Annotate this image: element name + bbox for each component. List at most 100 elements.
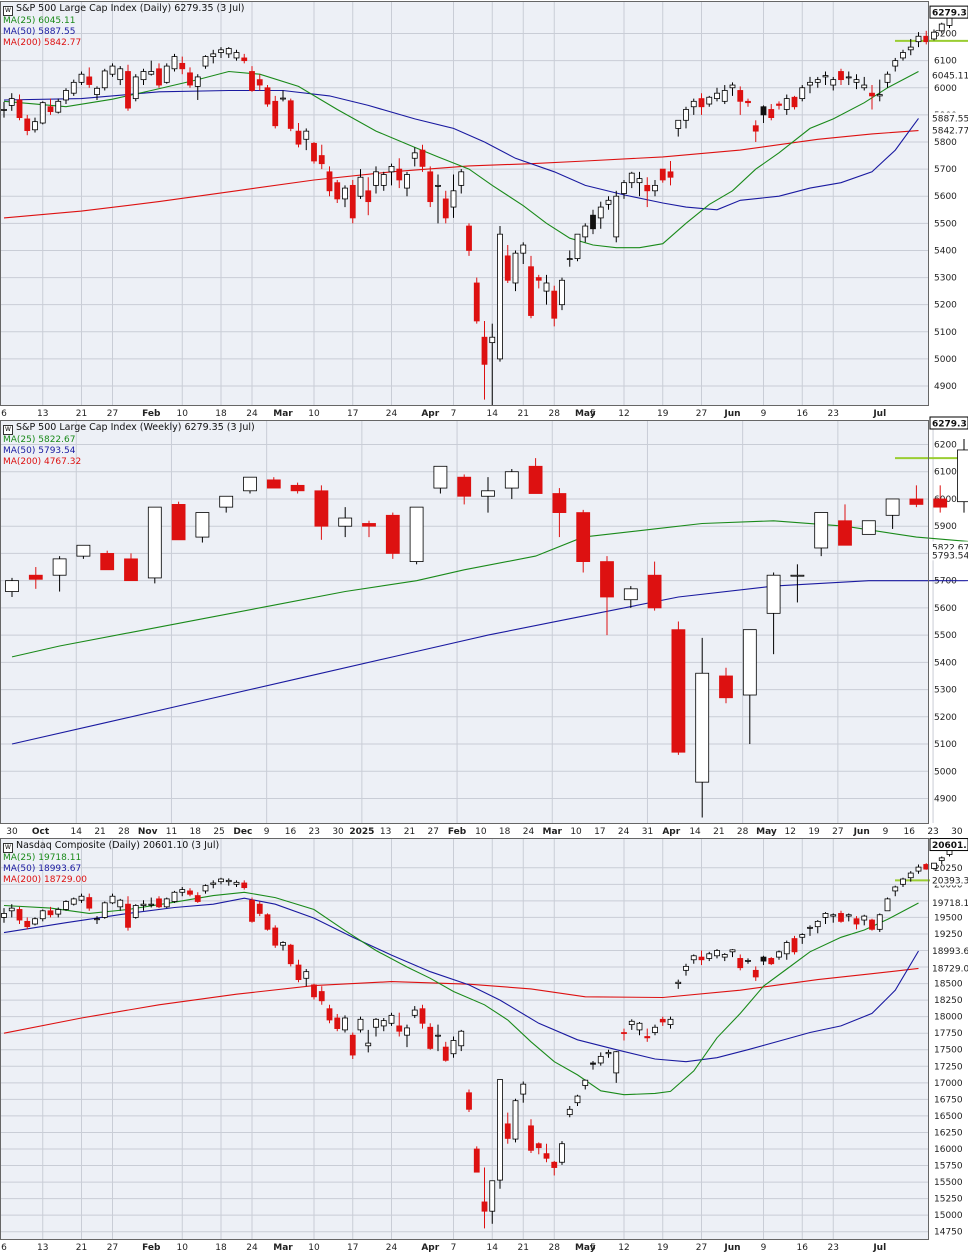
candle-body (109, 65, 116, 75)
x-tick-label: 23 (927, 827, 938, 837)
candle (202, 884, 209, 894)
candle-body (559, 279, 565, 306)
candle-body (140, 903, 147, 906)
candle (559, 277, 565, 311)
candle (256, 901, 263, 917)
candle-body (124, 558, 138, 582)
candle (179, 886, 186, 897)
candle-body (830, 914, 837, 917)
candle-body (241, 882, 248, 889)
y-tick-label: 17000 (934, 1079, 963, 1089)
candle-body (760, 106, 767, 116)
candle (349, 179, 356, 224)
candle-body (318, 991, 325, 1002)
y-tick-label: 5100 (934, 328, 957, 338)
candle-body (714, 950, 720, 957)
y-tick-label: 15250 (934, 1195, 963, 1205)
candle-body (647, 574, 662, 609)
candle-body (225, 879, 232, 883)
candle-body (582, 225, 589, 238)
candle-body (721, 954, 728, 958)
candle (892, 57, 899, 72)
ma25-line (3, 891, 919, 1096)
candle (411, 147, 418, 167)
candle-body (838, 520, 852, 546)
candle-body (551, 290, 558, 319)
candle (814, 920, 821, 934)
y-tick-label: 5000 (934, 767, 957, 777)
candle-body (683, 109, 689, 121)
candle-body (590, 214, 596, 230)
candle (621, 179, 627, 199)
candle (768, 957, 775, 966)
candle-body (938, 857, 945, 861)
candle-body (783, 98, 790, 110)
y-tick-label: 6200 (934, 30, 957, 40)
x-tick-label: 9 (264, 827, 270, 837)
y-tick-label: 5100 (934, 740, 957, 750)
x-tick-label: Apr (662, 827, 680, 837)
candle (380, 1017, 387, 1032)
y-tick-label: 17250 (934, 1062, 963, 1072)
candle (266, 477, 281, 489)
y-tick-label: 5400 (934, 658, 957, 668)
candle (644, 177, 651, 208)
candle (101, 901, 108, 919)
x-axis-band (0, 824, 968, 836)
candle (652, 1024, 658, 1036)
x-tick-label: 23 (309, 827, 320, 837)
candle (233, 880, 240, 887)
x-tick-label: 14 (487, 409, 499, 419)
candle (892, 885, 899, 897)
candle (466, 223, 472, 256)
candle-body (861, 520, 876, 535)
candle-body (365, 190, 372, 203)
candle (504, 1112, 511, 1144)
candle-body (218, 49, 224, 53)
candle (179, 56, 186, 75)
candle-body (512, 252, 519, 284)
candle (76, 544, 91, 559)
x-tick-label: 10 (475, 827, 487, 837)
x-tick-label: Feb (142, 1243, 161, 1252)
candle (729, 82, 736, 96)
candle (466, 1089, 472, 1112)
y-tick-label: 6100 (934, 468, 957, 478)
y-tick-label: 18000 (934, 1013, 963, 1023)
x-tick-label: 2025 (349, 827, 374, 837)
y-tick-label: 20250 (934, 864, 963, 874)
y-tick-label: 5200 (934, 301, 957, 311)
x-tick-label: 17 (347, 409, 358, 419)
y-tick-label: 6100 (934, 57, 957, 67)
x-tick-label: Apr (421, 1243, 439, 1252)
candle (814, 76, 821, 88)
candle (791, 95, 798, 110)
candle (311, 141, 317, 164)
candle-body (721, 90, 728, 102)
ma-value-label: 18729.00 (932, 964, 968, 974)
x-tick-label: 6 (1, 409, 7, 419)
candle (838, 504, 852, 546)
candle-body (132, 76, 139, 100)
candle (171, 501, 186, 541)
candle-body (171, 891, 178, 902)
candle (70, 897, 77, 906)
candle-body (791, 96, 798, 108)
candle-body (489, 1180, 496, 1212)
candle-body (706, 953, 713, 959)
candle-body (535, 277, 542, 281)
candle-body (706, 96, 713, 105)
candle-body (636, 1022, 643, 1031)
x-tick-label: 24 (386, 1243, 398, 1252)
candle-body (435, 184, 441, 187)
candle (338, 507, 353, 538)
x-tick-label: 12 (785, 827, 796, 837)
ma-value-label: 5822.67 (932, 543, 968, 553)
candle-body (481, 1201, 488, 1212)
candle (876, 79, 883, 102)
candle-body (218, 878, 224, 883)
x-tick-label: 21 (404, 827, 415, 837)
candle-body (760, 956, 767, 962)
sp500-daily-title-row: W S&P 500 Large Cap Index (Daily) 6279.35… (3, 3, 244, 16)
candle (613, 190, 620, 243)
